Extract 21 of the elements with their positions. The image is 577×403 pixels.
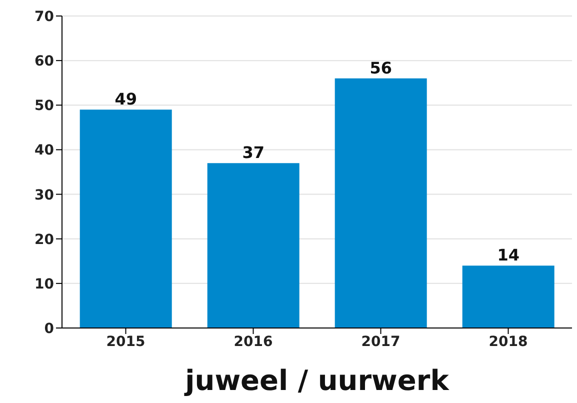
bar bbox=[207, 163, 300, 328]
bar bbox=[334, 78, 427, 328]
y-tick-label: 40 bbox=[34, 142, 54, 159]
x-tick-label: 2018 bbox=[488, 334, 528, 350]
data-label: 37 bbox=[242, 143, 264, 162]
bar bbox=[80, 110, 172, 328]
data-label: 56 bbox=[370, 58, 392, 78]
y-tick-label: 20 bbox=[34, 232, 54, 248]
data-label: 14 bbox=[497, 246, 520, 265]
x-tick-label: 2017 bbox=[361, 334, 400, 350]
y-tick-label: 60 bbox=[34, 54, 54, 70]
bar bbox=[462, 266, 554, 328]
y-tick-label: 30 bbox=[34, 187, 54, 204]
y-tick-label: 50 bbox=[34, 98, 54, 114]
y-tick-label: 0 bbox=[44, 320, 54, 337]
x-tick-label: 2016 bbox=[234, 334, 273, 350]
y-tick-label: 10 bbox=[34, 276, 54, 292]
x-axis-title: juweel / uurwerk bbox=[184, 364, 450, 397]
x-tick-label: 2015 bbox=[106, 334, 146, 350]
y-tick-label: 70 bbox=[34, 8, 54, 25]
data-label: 49 bbox=[114, 90, 137, 109]
